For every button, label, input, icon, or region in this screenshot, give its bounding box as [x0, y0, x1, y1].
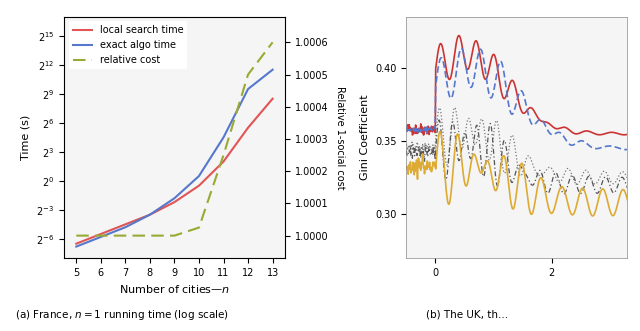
Y-axis label: Time (s): Time (s)	[21, 115, 31, 160]
exact algo time	[269, 68, 276, 72]
X-axis label: Number of cities—$n$: Number of cities—$n$	[119, 283, 230, 296]
relative cost	[97, 234, 105, 238]
exact algo time	[72, 245, 80, 249]
relative cost	[220, 153, 227, 157]
local search time	[269, 97, 276, 101]
Line: relative cost: relative cost	[76, 42, 273, 236]
exact algo time	[97, 235, 105, 239]
relative cost	[122, 234, 129, 238]
relative cost	[171, 234, 179, 238]
exact algo time	[171, 196, 179, 200]
local search time	[244, 126, 252, 130]
local search time	[195, 184, 203, 188]
exact algo time	[122, 225, 129, 229]
exact algo time	[244, 87, 252, 91]
local search time	[171, 200, 179, 204]
local search time	[72, 242, 80, 246]
Legend: local search time, exact algo time, relative cost: local search time, exact algo time, rela…	[69, 22, 188, 69]
local search time	[97, 232, 105, 236]
Text: (b) The UK, th...: (b) The UK, th...	[426, 310, 508, 320]
Text: (a) France, $n=1$ running time (log scale): (a) France, $n=1$ running time (log scal…	[15, 308, 228, 322]
Line: local search time: local search time	[76, 99, 273, 244]
relative cost	[244, 72, 252, 76]
relative cost	[195, 226, 203, 230]
Line: exact algo time: exact algo time	[76, 70, 273, 247]
local search time	[220, 160, 227, 164]
local search time	[122, 222, 129, 226]
exact algo time	[195, 174, 203, 178]
relative cost	[269, 40, 276, 44]
exact algo time	[146, 213, 154, 217]
relative cost	[72, 234, 80, 238]
Y-axis label: Relative 1-social cost: Relative 1-social cost	[335, 85, 345, 189]
exact algo time	[220, 135, 227, 139]
relative cost	[146, 234, 154, 238]
local search time	[146, 213, 154, 217]
Y-axis label: Gini Coefficient: Gini Coefficient	[360, 95, 369, 180]
